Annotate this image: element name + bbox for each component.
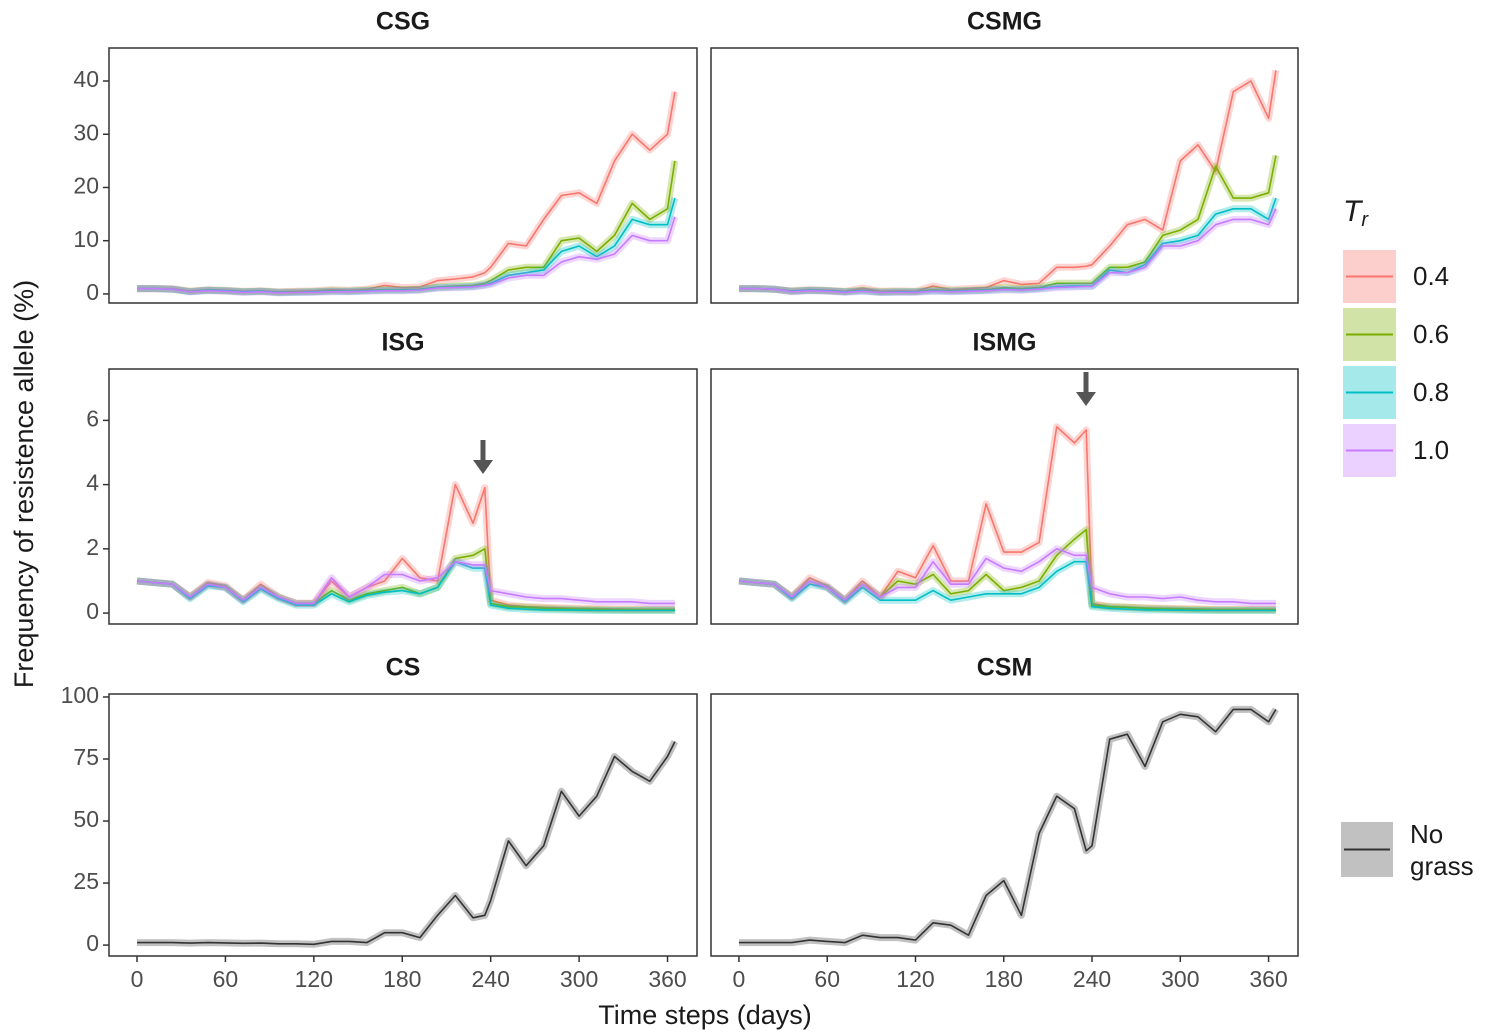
arrow-head <box>473 460 493 474</box>
y-tick-label: 2 <box>86 534 99 560</box>
series-line <box>136 560 675 605</box>
y-tick-label: 25 <box>73 868 99 894</box>
series-line <box>739 708 1277 944</box>
ribbon <box>739 69 1280 295</box>
y-tick-label: 75 <box>73 744 99 770</box>
y-tick-label: 50 <box>73 806 99 832</box>
panel-title: ISMG <box>973 329 1037 357</box>
y-tick-label: 0 <box>86 598 99 624</box>
plot-area <box>738 423 1276 614</box>
y-tick-label: 20 <box>73 173 99 199</box>
x-tick-label: 0 <box>733 966 746 992</box>
x-tick-label: 360 <box>1249 966 1287 992</box>
panel-border <box>710 47 1299 304</box>
series-line <box>137 741 676 946</box>
legend-label: 1.0 <box>1413 435 1449 465</box>
panel-border <box>710 368 1299 625</box>
legend-label: 0.4 <box>1413 261 1449 291</box>
x-tick-label: 360 <box>648 966 686 992</box>
series-line <box>136 483 675 610</box>
series-line <box>137 160 676 294</box>
panel-border <box>108 368 698 625</box>
plot-area <box>739 705 1279 947</box>
y-tick-label: 4 <box>86 470 99 496</box>
arrows <box>473 372 1096 474</box>
ribbon <box>137 740 679 948</box>
legend-label: 0.8 <box>1413 377 1449 407</box>
panel-border <box>710 693 1299 957</box>
panel-title: ISG <box>381 329 424 357</box>
panel-title: CS <box>386 654 421 682</box>
panel-border <box>108 693 698 957</box>
x-tick-label: 300 <box>560 966 598 992</box>
plot-area <box>136 481 675 614</box>
x-axis-label: Time steps (days) <box>598 1000 812 1030</box>
series-line <box>739 208 1277 294</box>
arrow-head <box>1076 392 1096 406</box>
plot-area <box>137 91 679 297</box>
y-tick-label: 0 <box>86 930 99 956</box>
ribbon <box>739 154 1280 296</box>
x-tick-label: 120 <box>896 966 934 992</box>
series-line <box>738 548 1276 605</box>
ribbon <box>739 705 1279 947</box>
legend-title-main: T <box>1343 195 1364 228</box>
y-tick-label: 100 <box>61 682 99 708</box>
ribbon <box>136 558 675 607</box>
x-tick-label: 300 <box>1161 966 1199 992</box>
y-tick-label: 40 <box>73 66 99 92</box>
panel-border <box>108 47 698 304</box>
panel-title: CSM <box>977 654 1033 682</box>
x-tick-label: 180 <box>383 966 421 992</box>
x-tick-label: 0 <box>131 966 144 992</box>
y-axis-label: Frequency of resistence allele (%) <box>9 280 39 688</box>
y-tick-label: 0 <box>86 279 99 305</box>
panel-title: CSG <box>376 8 430 36</box>
x-tick-label: 180 <box>985 966 1023 992</box>
plot-area <box>739 69 1280 296</box>
legend-label: No grass <box>1410 819 1474 881</box>
ribbon <box>137 160 679 296</box>
x-tick-label: 120 <box>295 966 333 992</box>
y-tick-label: 6 <box>86 405 99 431</box>
y-tick-label: 10 <box>73 226 99 252</box>
y-tick-label: 30 <box>73 119 99 145</box>
x-tick-label: 240 <box>471 966 509 992</box>
plot-area <box>137 740 679 948</box>
x-tick-label: 60 <box>213 966 239 992</box>
legend-label: 0.6 <box>1413 319 1449 349</box>
x-tick-label: 240 <box>1073 966 1111 992</box>
series-line <box>137 216 676 294</box>
series-line <box>739 70 1277 293</box>
legend-title: Tr <box>1343 195 1369 231</box>
legend-title-sub: r <box>1361 209 1369 231</box>
x-tick-label: 60 <box>814 966 840 992</box>
panel-title: CSMG <box>967 8 1042 36</box>
